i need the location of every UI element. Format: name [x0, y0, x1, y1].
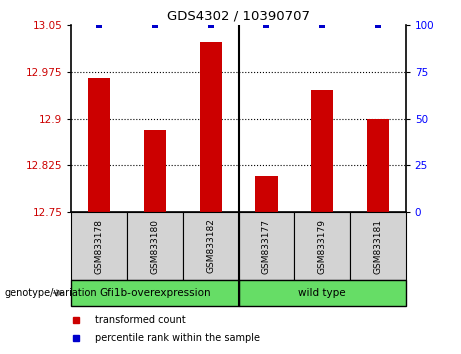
Text: GSM833178: GSM833178	[95, 218, 104, 274]
Bar	[311, 90, 333, 212]
Title: GDS4302 / 10390707: GDS4302 / 10390707	[167, 9, 310, 22]
Point	[95, 22, 103, 28]
FancyBboxPatch shape	[238, 212, 294, 280]
Text: GSM833182: GSM833182	[206, 218, 215, 274]
Bar	[366, 119, 389, 212]
Bar	[200, 42, 222, 212]
FancyBboxPatch shape	[71, 280, 238, 306]
Bar	[255, 176, 278, 212]
Text: GSM833180: GSM833180	[150, 218, 160, 274]
Point	[207, 22, 214, 28]
Text: transformed count: transformed count	[95, 315, 185, 325]
FancyBboxPatch shape	[183, 212, 238, 280]
FancyBboxPatch shape	[71, 212, 127, 280]
Text: GSM833181: GSM833181	[373, 218, 382, 274]
FancyBboxPatch shape	[294, 212, 350, 280]
Bar	[144, 130, 166, 212]
Text: GSM833179: GSM833179	[318, 218, 327, 274]
Text: Gfi1b-overexpression: Gfi1b-overexpression	[99, 288, 211, 298]
Text: GSM833177: GSM833177	[262, 218, 271, 274]
Text: genotype/variation: genotype/variation	[5, 288, 97, 298]
Text: percentile rank within the sample: percentile rank within the sample	[95, 333, 260, 343]
Point	[319, 22, 326, 28]
Text: wild type: wild type	[298, 288, 346, 298]
Bar	[88, 78, 111, 212]
FancyBboxPatch shape	[127, 212, 183, 280]
Point	[374, 22, 382, 28]
FancyBboxPatch shape	[238, 280, 406, 306]
FancyBboxPatch shape	[350, 212, 406, 280]
Point	[263, 22, 270, 28]
Point	[151, 22, 159, 28]
